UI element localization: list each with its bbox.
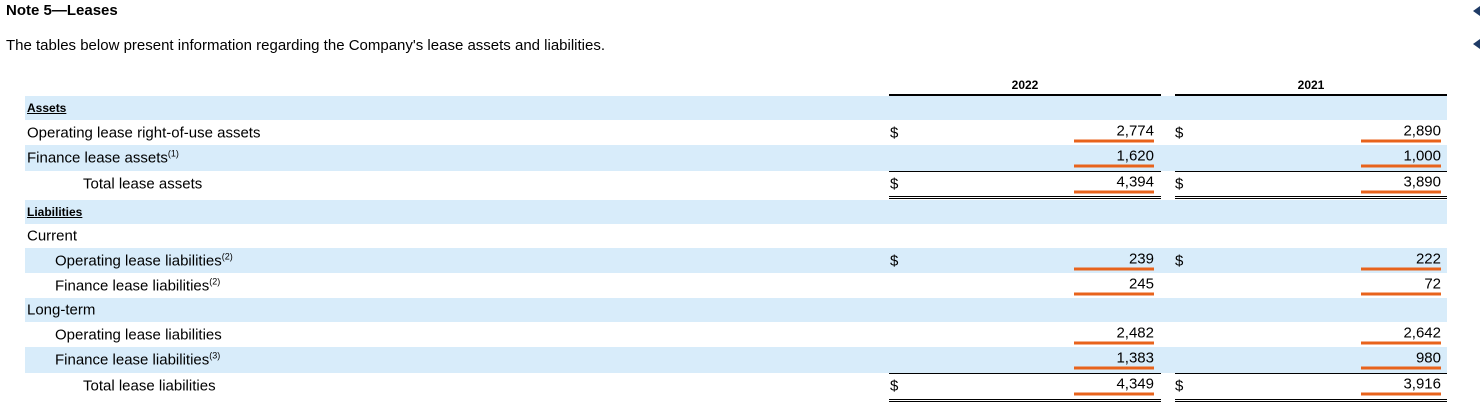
value-2021: 980	[1361, 350, 1441, 370]
table-row: Finance lease assets(1) 1,620 1,000	[25, 145, 1447, 171]
collapse-arrow-icon[interactable]	[1473, 39, 1480, 49]
collapse-arrow-icon[interactable]	[1473, 6, 1480, 16]
row-label: Total lease assets	[83, 175, 203, 193]
table-row: Operating lease liabilities(2) $ 239 $ 2…	[25, 248, 1447, 273]
table-row: Operating lease right-of-use assets $ 2,…	[25, 120, 1447, 145]
footnote-ref: (2)	[221, 251, 233, 261]
subtotal-rule	[1175, 171, 1447, 172]
table-row: Current	[25, 224, 1447, 248]
row-label: Finance lease liabilities(3)	[55, 350, 221, 369]
currency-symbol: $	[890, 252, 899, 269]
currency-symbol: $	[1175, 252, 1184, 269]
row-label: Operating lease right-of-use assets	[27, 124, 261, 141]
table-row-total: Total lease assets $ 4,394 $ 3,890	[25, 172, 1447, 196]
footnote-ref: (2)	[209, 276, 221, 286]
intro-text: The tables below present information reg…	[6, 37, 606, 54]
value-2021: 222	[1361, 251, 1441, 270]
currency-symbol: $	[1175, 124, 1184, 141]
row-label: Operating lease liabilities(2)	[55, 251, 233, 270]
section-header-liabilities: Liabilities	[27, 205, 83, 219]
section-header-assets: Assets	[27, 101, 67, 115]
row-label: Finance lease liabilities(2)	[55, 276, 221, 295]
row-label: Total lease liabilities	[83, 377, 216, 395]
value-2022: 2,482	[1074, 325, 1154, 344]
row-label: Operating lease liabilities	[55, 326, 222, 343]
value-2022: 239	[1074, 251, 1154, 270]
row-label: Finance lease assets(1)	[27, 148, 179, 167]
total-rule	[889, 399, 1161, 402]
currency-symbol: $	[1175, 377, 1184, 395]
currency-symbol: $	[890, 377, 899, 395]
column-header-2022: 2022	[889, 78, 1161, 96]
note-title: Note 5—Leases	[6, 2, 118, 19]
value-2021: 2,642	[1361, 325, 1441, 344]
value-2021: 72	[1361, 276, 1441, 295]
column-header-2021: 2021	[1175, 78, 1447, 96]
value-2021: 3,890	[1361, 174, 1441, 194]
subtotal-rule	[889, 373, 1161, 374]
total-rule	[889, 196, 1161, 199]
value-2021: 2,890	[1361, 123, 1441, 142]
value-2021: 3,916	[1361, 376, 1441, 396]
row-label: Current	[27, 227, 78, 245]
value-2022: 2,774	[1074, 123, 1154, 142]
subtotal-rule	[1175, 373, 1447, 374]
value-2022: 245	[1074, 276, 1154, 295]
total-rule	[1175, 399, 1447, 402]
value-2022: 4,349	[1074, 376, 1154, 396]
table-row: Operating lease liabilities 2,482 2,642	[25, 322, 1447, 347]
section-header-row: Assets	[25, 96, 1447, 120]
currency-symbol: $	[1175, 175, 1184, 193]
value-2022: 4,394	[1074, 174, 1154, 194]
table-row: Finance lease liabilities(2) 245 72	[25, 273, 1447, 298]
value-2022: 1,383	[1074, 350, 1154, 370]
section-header-row: Liabilities	[25, 200, 1447, 224]
total-rule	[1175, 196, 1447, 199]
value-2022: 1,620	[1074, 148, 1154, 168]
table-row-total: Total lease liabilities $ 4,349 $ 3,916	[25, 374, 1447, 398]
row-label: Long-term	[27, 301, 96, 319]
currency-symbol: $	[890, 124, 899, 141]
table-row: Finance lease liabilities(3) 1,383 980	[25, 347, 1447, 373]
footnote-ref: (3)	[209, 350, 221, 361]
table-row: Long-term	[25, 298, 1447, 322]
value-2021: 1,000	[1361, 148, 1441, 168]
footnote-ref: (1)	[167, 148, 179, 159]
subtotal-rule	[889, 171, 1161, 172]
currency-symbol: $	[890, 175, 899, 193]
